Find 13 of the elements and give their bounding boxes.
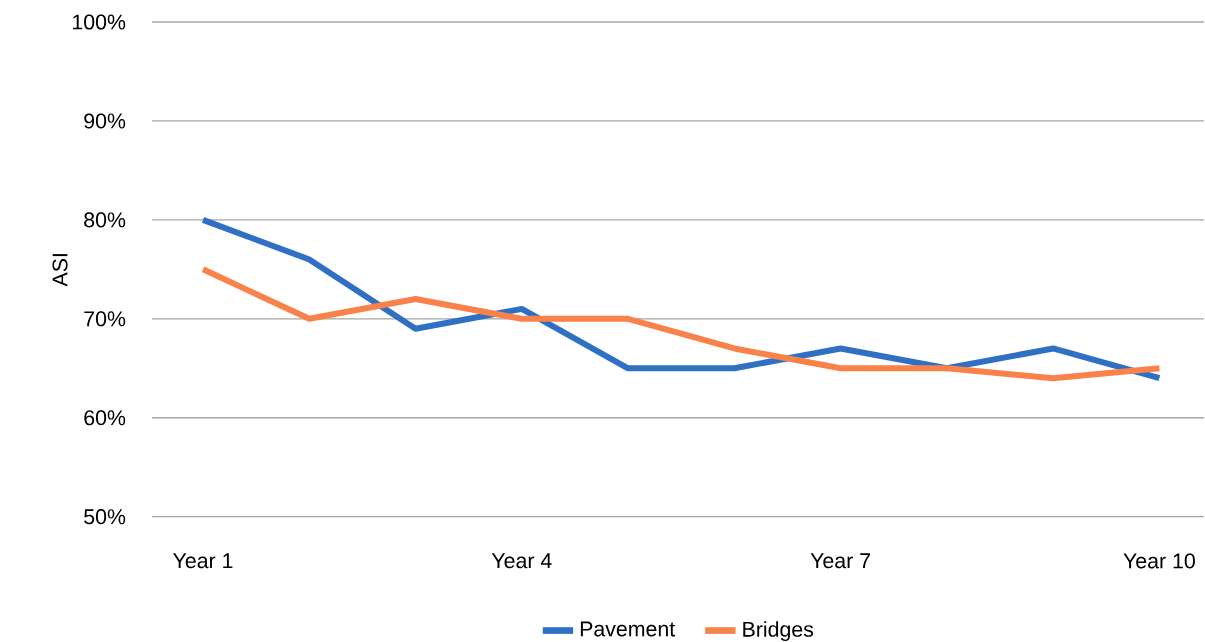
y-tick-label: 100% bbox=[73, 14, 126, 30]
legend-label: Pavement bbox=[580, 621, 676, 637]
legend-label: Bridges bbox=[743, 621, 814, 642]
y-tick-label: 90% bbox=[84, 113, 126, 129]
y-axis-title: ASI bbox=[52, 254, 68, 287]
y-tick-label: 70% bbox=[84, 311, 126, 327]
x-tick-label: Year 10 bbox=[1123, 553, 1195, 569]
y-tick-label: 50% bbox=[84, 509, 126, 525]
x-tick-label: Year 7 bbox=[810, 553, 870, 569]
y-tick-label: 60% bbox=[84, 410, 126, 426]
x-tick-label: Year 1 bbox=[173, 553, 233, 569]
y-tick-label: 80% bbox=[84, 212, 126, 228]
x-tick-label: Year 4 bbox=[491, 553, 552, 569]
